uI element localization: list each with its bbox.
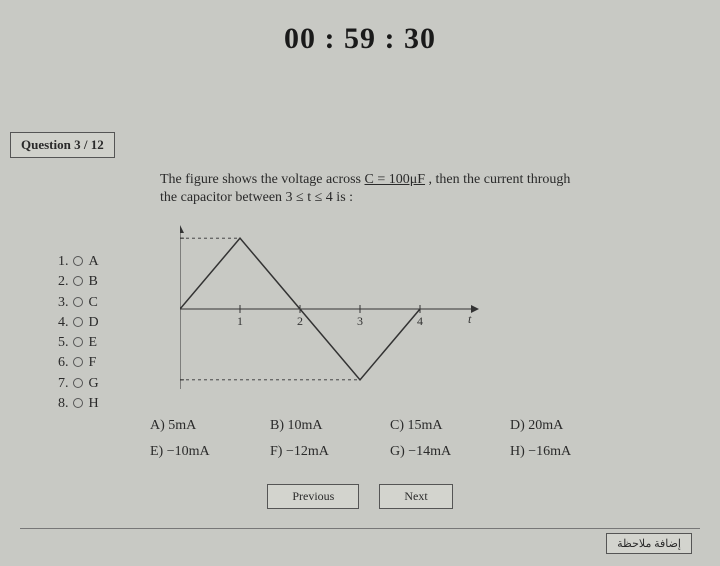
answer-choices-grid: A) 5mA B) 10mA C) 15mA D) 20mA E) −10mA …	[150, 418, 630, 460]
option-number: 7.	[58, 374, 69, 394]
radio-icon	[73, 317, 83, 327]
option-letter: B	[89, 272, 98, 292]
option-letter: D	[89, 313, 99, 333]
radio-option-h[interactable]: 8. H	[58, 394, 99, 414]
answer-e[interactable]: E) −10mA	[150, 444, 270, 460]
svg-text:3: 3	[357, 314, 363, 328]
svg-text:4: 4	[417, 314, 423, 328]
radio-icon	[73, 256, 83, 266]
option-number: 8.	[58, 394, 69, 414]
radio-icon	[73, 378, 83, 388]
option-number: 5.	[58, 333, 69, 353]
option-letter: G	[89, 374, 99, 394]
option-number: 6.	[58, 353, 69, 373]
option-letter: E	[89, 333, 98, 353]
radio-option-d[interactable]: 4. D	[58, 313, 99, 333]
next-button[interactable]: Next	[379, 484, 452, 509]
previous-button[interactable]: Previous	[267, 484, 359, 509]
add-note-button[interactable]: إضافة ملاحظة	[606, 533, 692, 554]
radio-icon	[73, 337, 83, 347]
countdown-timer: 00 : 59 : 30	[0, 22, 720, 56]
radio-icon	[73, 276, 83, 286]
option-number: 1.	[58, 252, 69, 272]
question-counter-tab: Question 3 / 12	[10, 132, 115, 158]
radio-option-e[interactable]: 5. E	[58, 333, 99, 353]
option-letter: F	[89, 353, 97, 373]
option-letter: H	[89, 394, 99, 414]
answer-radio-list: 1. A 2. B 3. C 4. D 5. E 6. F 7. G 8. H	[58, 252, 99, 414]
answer-d[interactable]: D) 20mA	[510, 418, 630, 434]
answer-a[interactable]: A) 5mA	[150, 418, 270, 434]
prompt-text-pre: The figure shows the voltage across	[160, 172, 365, 187]
radio-icon	[73, 357, 83, 367]
nav-row: Previous Next	[0, 484, 720, 509]
prompt-text-post: , then the current through	[425, 172, 570, 187]
voltage-graph: v(t)t500−501234	[180, 224, 480, 394]
footer-divider	[20, 528, 700, 529]
radio-option-b[interactable]: 2. B	[58, 272, 99, 292]
question-prompt-line2: the capacitor between 3 ≤ t ≤ 4 is :	[160, 190, 353, 206]
answer-f[interactable]: F) −12mA	[270, 444, 390, 460]
svg-text:2: 2	[297, 314, 303, 328]
option-letter: C	[89, 293, 98, 313]
radio-option-a[interactable]: 1. A	[58, 252, 99, 272]
radio-icon	[73, 398, 83, 408]
option-number: 2.	[58, 272, 69, 292]
svg-text:t: t	[468, 312, 472, 326]
radio-option-c[interactable]: 3. C	[58, 293, 99, 313]
answer-c[interactable]: C) 15mA	[390, 418, 510, 434]
svg-text:1: 1	[237, 314, 243, 328]
option-letter: A	[89, 252, 99, 272]
option-number: 3.	[58, 293, 69, 313]
radio-option-f[interactable]: 6. F	[58, 353, 99, 373]
radio-option-g[interactable]: 7. G	[58, 374, 99, 394]
answer-g[interactable]: G) −14mA	[390, 444, 510, 460]
answer-b[interactable]: B) 10mA	[270, 418, 390, 434]
question-prompt: The figure shows the voltage across C = …	[160, 170, 700, 190]
prompt-equation: C = 100μF	[365, 172, 426, 187]
radio-icon	[73, 297, 83, 307]
answer-h[interactable]: H) −16mA	[510, 444, 630, 460]
option-number: 4.	[58, 313, 69, 333]
